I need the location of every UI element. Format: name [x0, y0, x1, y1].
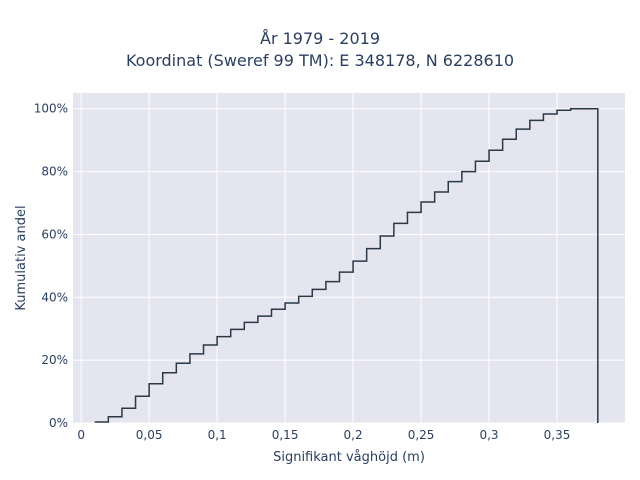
y-tick-label: 40%: [41, 290, 68, 304]
y-tick-label: 20%: [41, 353, 68, 367]
x-tick-label: 0,35: [544, 428, 571, 442]
y-tick-label: 0%: [49, 416, 68, 430]
x-tick-label: 0: [77, 428, 85, 442]
y-axis-label: Kumulativ andel: [14, 205, 29, 310]
x-tick-label: 0,3: [479, 428, 498, 442]
tick-labels: 0 0,05 0,1 0,15 0,2 0,25 0,3 0,35 0% 20% 40% 60% 80%…: [34, 102, 571, 442]
y-tick-label: 80%: [41, 165, 68, 179]
series-line: [94, 107, 599, 423]
x-tick-label: 0,1: [208, 428, 227, 442]
y-tick-label: 100%: [34, 102, 68, 116]
y-tick-label: 60%: [41, 227, 68, 241]
x-tick-label: 0,25: [408, 428, 435, 442]
x-tick-label: 0,2: [344, 428, 363, 442]
plot-background: [73, 93, 625, 423]
x-tick-label: 0,05: [136, 428, 163, 442]
chart-subtitle: Koordinat (Sweref 99 TM): E 348178, N 62…: [125, 51, 515, 70]
grid: [73, 93, 625, 424]
chart-title: År 1979 - 2019: [260, 29, 380, 48]
x-tick-label: 0,15: [272, 428, 299, 442]
x-axis-label: Signifikant våghöjd (m): [273, 450, 425, 465]
